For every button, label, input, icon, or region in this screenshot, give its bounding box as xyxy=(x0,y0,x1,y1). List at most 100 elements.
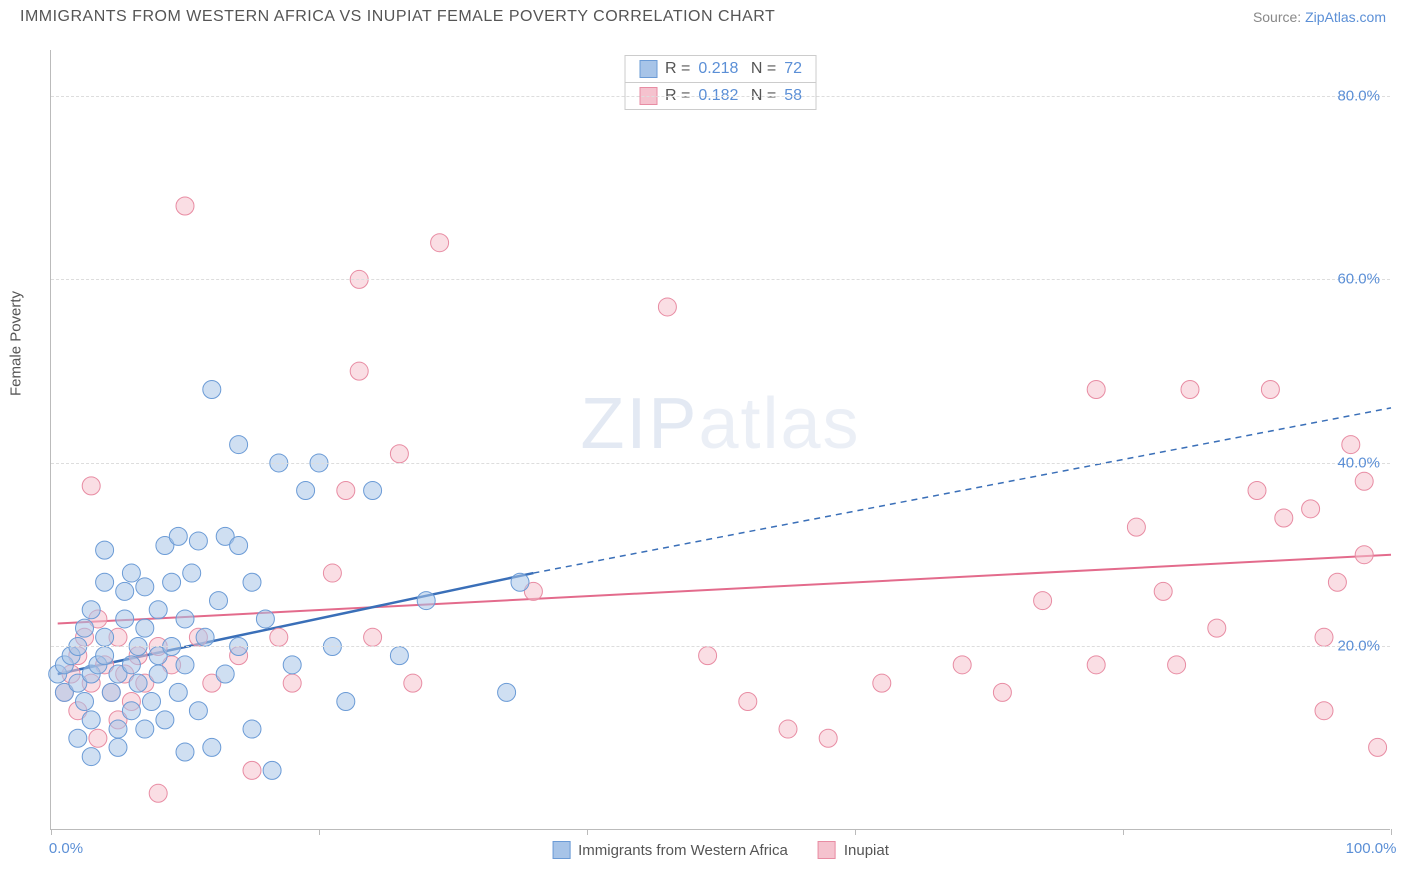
data-point xyxy=(96,647,114,665)
x-tick-label: 0.0% xyxy=(49,840,83,857)
x-tick-label: 100.0% xyxy=(1346,840,1397,857)
data-point xyxy=(1154,582,1172,600)
data-point xyxy=(243,761,261,779)
header: IMMIGRANTS FROM WESTERN AFRICA VS INUPIA… xyxy=(0,0,1406,30)
data-point xyxy=(243,573,261,591)
data-point xyxy=(1168,656,1186,674)
data-point xyxy=(739,693,757,711)
data-point xyxy=(1248,481,1266,499)
data-point xyxy=(122,656,140,674)
y-tick-label: 40.0% xyxy=(1337,454,1380,471)
data-point xyxy=(203,738,221,756)
data-point xyxy=(196,628,214,646)
data-point xyxy=(337,693,355,711)
data-point xyxy=(1087,656,1105,674)
data-point xyxy=(136,578,154,596)
data-point xyxy=(1127,518,1145,536)
y-tick-label: 20.0% xyxy=(1337,638,1380,655)
data-point xyxy=(116,582,134,600)
data-point xyxy=(183,564,201,582)
data-point xyxy=(122,564,140,582)
data-point xyxy=(297,481,315,499)
data-point xyxy=(270,628,288,646)
r-value: 0.218 xyxy=(698,60,738,78)
data-point xyxy=(176,743,194,761)
data-point xyxy=(76,619,94,637)
data-point xyxy=(1315,702,1333,720)
data-point xyxy=(169,527,187,545)
legend-stats: R = 0.218 N = 72 R = 0.182 N = 58 xyxy=(624,55,817,110)
data-point xyxy=(89,729,107,747)
data-point xyxy=(82,601,100,619)
data-point xyxy=(404,674,422,692)
data-point xyxy=(1355,546,1373,564)
data-point xyxy=(76,693,94,711)
data-point xyxy=(1034,592,1052,610)
y-tick-label: 80.0% xyxy=(1337,87,1380,104)
data-point xyxy=(364,481,382,499)
data-point xyxy=(1261,381,1279,399)
data-point xyxy=(96,628,114,646)
data-point xyxy=(149,784,167,802)
data-point xyxy=(82,477,100,495)
data-point xyxy=(1328,573,1346,591)
data-point xyxy=(1369,738,1387,756)
data-point xyxy=(189,702,207,720)
data-point xyxy=(176,197,194,215)
data-point xyxy=(189,532,207,550)
data-point xyxy=(1315,628,1333,646)
source-link[interactable]: ZipAtlas.com xyxy=(1305,9,1386,25)
chart-container: ZIPatlas Female Poverty R = 0.218 N = 72… xyxy=(50,50,1390,830)
data-point xyxy=(169,683,187,701)
data-point xyxy=(1208,619,1226,637)
data-point xyxy=(819,729,837,747)
data-point xyxy=(873,674,891,692)
data-point xyxy=(109,738,127,756)
data-point xyxy=(1275,509,1293,527)
data-point xyxy=(102,683,120,701)
data-point xyxy=(149,665,167,683)
data-point xyxy=(283,656,301,674)
data-point xyxy=(256,610,274,628)
source-attribution: Source: ZipAtlas.com xyxy=(1253,9,1386,25)
legend-swatch-icon xyxy=(552,841,570,859)
data-point xyxy=(149,601,167,619)
data-point xyxy=(82,748,100,766)
data-point xyxy=(122,702,140,720)
data-point xyxy=(390,445,408,463)
legend-item: Immigrants from Western Africa xyxy=(552,841,788,859)
legend-item: Inupiat xyxy=(818,841,889,859)
data-point xyxy=(498,683,516,701)
data-point xyxy=(323,564,341,582)
legend-swatch-icon xyxy=(818,841,836,859)
data-point xyxy=(109,720,127,738)
data-point xyxy=(1355,472,1373,490)
data-point xyxy=(210,592,228,610)
data-point xyxy=(511,573,529,591)
data-point xyxy=(953,656,971,674)
data-point xyxy=(82,711,100,729)
data-point xyxy=(779,720,797,738)
data-point xyxy=(364,628,382,646)
data-point xyxy=(993,683,1011,701)
data-point xyxy=(116,610,134,628)
data-point xyxy=(283,674,301,692)
legend-stats-row: R = 0.218 N = 72 xyxy=(625,56,816,83)
data-point xyxy=(390,647,408,665)
legend-label: Inupiat xyxy=(844,842,889,859)
data-point xyxy=(417,592,435,610)
data-point xyxy=(431,234,449,252)
data-point xyxy=(176,656,194,674)
legend-series: Immigrants from Western Africa Inupiat xyxy=(552,841,889,859)
legend-swatch-icon xyxy=(639,60,657,78)
data-point xyxy=(163,573,181,591)
y-axis-label: Female Poverty xyxy=(8,290,25,395)
data-point xyxy=(136,619,154,637)
chart-title: IMMIGRANTS FROM WESTERN AFRICA VS INUPIA… xyxy=(20,8,775,26)
data-point xyxy=(230,436,248,454)
data-point xyxy=(658,298,676,316)
data-point xyxy=(156,711,174,729)
data-point xyxy=(1087,381,1105,399)
data-point xyxy=(1342,436,1360,454)
data-point xyxy=(216,665,234,683)
